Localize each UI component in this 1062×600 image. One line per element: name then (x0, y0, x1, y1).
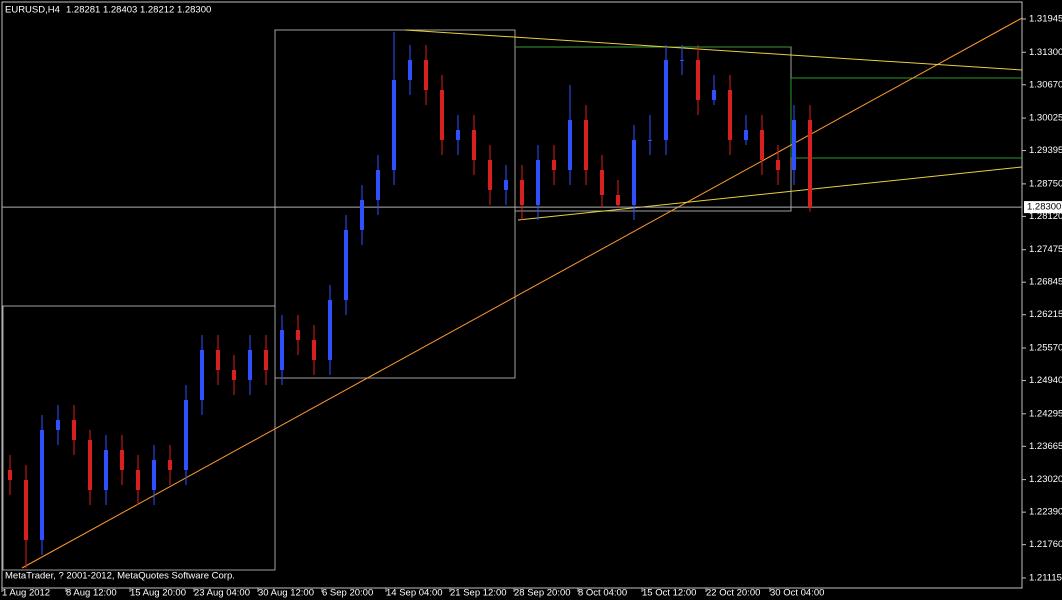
x-tick-label: 8 Aug 12:00 (66, 588, 117, 599)
y-tick-label: 1.27475 (1029, 244, 1062, 255)
bar-body (248, 349, 252, 381)
bar-body (376, 169, 380, 200)
x-tick-label: 15 Aug 20:00 (130, 588, 186, 599)
bar-body (600, 169, 604, 195)
footer: MetaTrader, ? 2001-2012, MetaQuotes Soft… (5, 571, 235, 582)
header-ohlc: 1.28281 1.28403 1.28212 1.28300 (66, 5, 211, 16)
drawn-objects (2, 17, 1023, 571)
y-tick-label: 1.26215 (1029, 309, 1062, 320)
bar-body (776, 159, 780, 170)
y-tick-label: 1.23665 (1029, 441, 1062, 452)
bar-body (360, 199, 364, 230)
bar-body (520, 179, 524, 205)
bar-body (584, 119, 588, 170)
symbol-title: EURUSD,H4 (5, 5, 60, 16)
current-price-label: 1.28300 (1027, 202, 1061, 213)
y-tick-label: 1.28120 (1029, 211, 1062, 222)
bar-body (152, 460, 156, 490)
bar-body (88, 439, 92, 490)
bar-body (808, 119, 812, 208)
bar-body (744, 129, 748, 140)
y-tick-label: 1.30025 (1029, 113, 1062, 124)
bar-body (168, 460, 172, 471)
plot-frame (1, 1, 1023, 589)
bar-body (216, 349, 220, 370)
x-tick-label: 15 Oct 12:00 (642, 588, 696, 599)
x-tick-label: 22 Oct 20:00 (706, 588, 760, 599)
bar-body (56, 420, 60, 431)
bar-body (424, 59, 428, 90)
bar-body (680, 59, 684, 61)
bar-body (136, 470, 140, 490)
bar-body (648, 139, 652, 141)
x-tick-label: 21 Sep 12:00 (450, 588, 507, 599)
bar-body (728, 89, 732, 140)
bar-body (792, 119, 796, 170)
bar-body (184, 399, 188, 471)
bar-body (232, 369, 236, 381)
bar-body (200, 349, 204, 400)
x-tick-label: 14 Sep 04:00 (386, 588, 443, 599)
x-tick-label: 23 Aug 04:00 (194, 588, 250, 599)
y-tick-label: 1.23020 (1029, 474, 1062, 485)
bar-body (280, 329, 284, 370)
bar-body (632, 139, 636, 205)
rectangle-object (2, 305, 276, 571)
bar-body (328, 300, 332, 360)
y-tick-label: 1.24295 (1029, 408, 1062, 419)
bar-body (72, 420, 76, 440)
bar-body (616, 194, 620, 205)
bar-body (760, 129, 764, 160)
y-tick-label: 1.30670 (1029, 79, 1062, 90)
bar-body (296, 329, 300, 341)
bar-body (120, 449, 124, 471)
bar-body (8, 470, 12, 481)
bar-body (312, 340, 316, 360)
bar-body (536, 159, 540, 205)
x-tick-label: 28 Sep 20:00 (514, 588, 571, 599)
y-tick-label: 1.31300 (1029, 47, 1062, 58)
bar-body (344, 229, 348, 301)
trend-line (404, 29, 1023, 71)
bar-body (472, 129, 476, 160)
bar-body (712, 89, 716, 100)
bar-body (664, 59, 668, 140)
y-tick-label: 1.28750 (1029, 178, 1062, 189)
y-tick-label: 1.21115 (1029, 572, 1062, 583)
x-tick-label: 30 Aug 12:00 (258, 588, 314, 599)
bar-body (24, 480, 28, 541)
x-tick-label: 6 Sep 20:00 (322, 588, 373, 599)
y-tick-label: 1.26845 (1029, 277, 1062, 288)
bar-body (568, 119, 572, 170)
bar-body (696, 59, 700, 100)
bar-body (40, 430, 44, 541)
current-price-box (1024, 201, 1062, 214)
bar-body (264, 349, 268, 370)
bar-body (552, 159, 556, 170)
y-tick-label: 1.31945 (1029, 13, 1062, 24)
y-tick-label: 1.29395 (1029, 145, 1062, 156)
bar-body (488, 159, 492, 190)
y-tick-label: 1.24940 (1029, 375, 1062, 386)
x-tick-label: 30 Oct 04:00 (770, 588, 824, 599)
bar-body (104, 449, 108, 490)
bar-body (392, 79, 396, 170)
y-tick-label: 1.25570 (1029, 343, 1062, 354)
bar-body (408, 59, 412, 80)
x-tick-label: 8 Oct 04:00 (578, 588, 627, 599)
bar-body (504, 179, 508, 190)
x-tick-label: 1 Aug 2012 (2, 588, 50, 599)
bar-body (456, 129, 460, 140)
trend-line (21, 17, 1023, 569)
trend-line (517, 166, 1023, 221)
bar-body (440, 89, 444, 140)
y-tick-label: 1.22390 (1029, 507, 1062, 518)
y-tick-label: 1.21760 (1029, 539, 1062, 550)
